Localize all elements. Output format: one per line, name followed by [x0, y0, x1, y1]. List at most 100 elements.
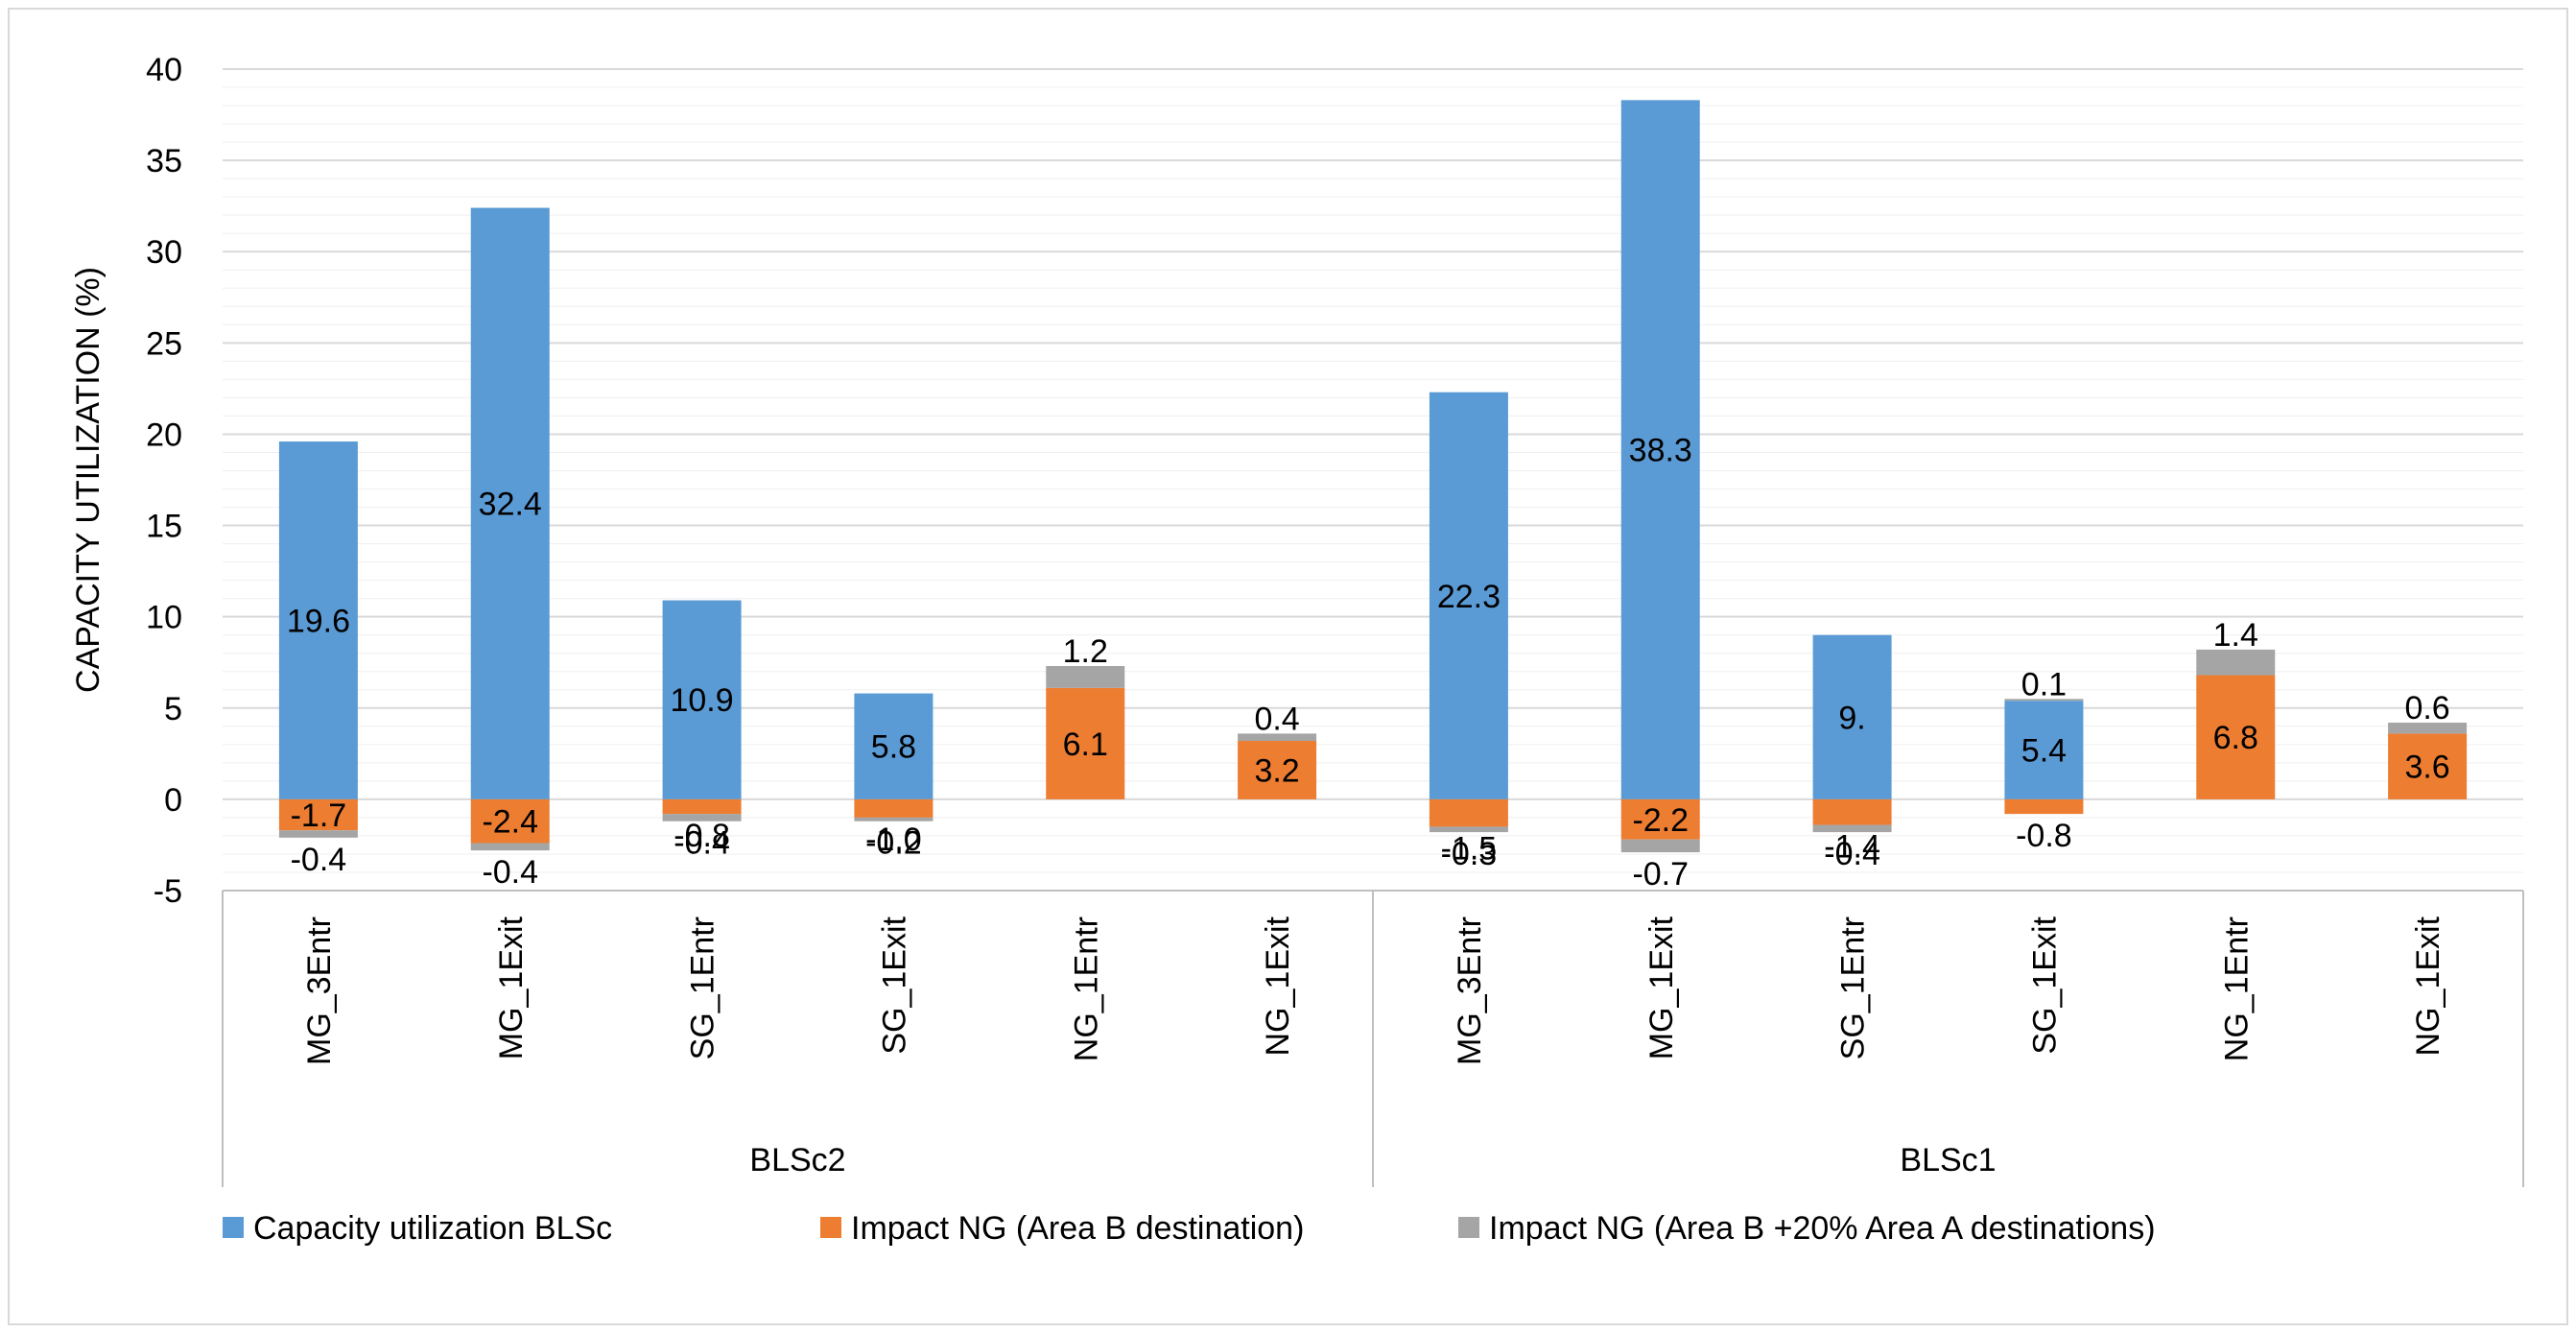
bar-segment — [1046, 687, 1125, 799]
data-label: -2.4 — [482, 804, 538, 841]
legend-swatch — [820, 1217, 841, 1238]
data-label: 1.2 — [1063, 633, 1108, 670]
y-tick-label: 5 — [164, 691, 182, 727]
legend-label: Impact NG (Area B destination) — [851, 1210, 1304, 1247]
bar-segment — [1620, 798, 1700, 840]
data-label: -0.4 — [1824, 836, 1880, 872]
bar-segment — [2388, 733, 2468, 799]
bar-segment — [1238, 741, 1317, 799]
data-labels: 19.6 32.4 10.9 5.8 22.3 38.3 9. 5.4 -1.7 -2.4 -0.8… — [287, 433, 2450, 893]
data-label: 22.3 — [1437, 579, 1501, 615]
data-label: -0.4 — [291, 842, 347, 878]
x-tick-label: SG_1Entr — [685, 916, 721, 1059]
bar-segment — [662, 798, 742, 815]
data-label: 38.3 — [1629, 433, 1692, 469]
y-tick-label: 10 — [146, 600, 182, 636]
x-tick-label: SG_1Entr — [1835, 916, 1872, 1059]
x-tick-label: NG_1Entr — [1068, 916, 1104, 1061]
data-label: -0.2 — [865, 825, 922, 862]
y-tick-label: 30 — [146, 234, 182, 271]
legend-swatch — [223, 1217, 244, 1238]
bar-segment — [1429, 392, 1508, 799]
data-label: 1.4 — [2213, 617, 2258, 654]
y-axis-title: CAPACITY UTILIZATION (%) — [70, 267, 106, 693]
x-tick-label: NG_1Exit — [2410, 916, 2446, 1056]
data-label: -0.3 — [1441, 836, 1498, 872]
y-tick-label: 25 — [146, 325, 182, 362]
bar-segment — [278, 441, 358, 799]
bar-segment — [1620, 839, 1700, 853]
x-tick-label: MG_1Exit — [1643, 916, 1680, 1059]
x-tick-label: NG_1Entr — [2218, 916, 2255, 1061]
data-label: 5.4 — [2021, 733, 2067, 770]
bar-segment — [278, 830, 358, 838]
bar-segment — [1812, 798, 1892, 825]
bar-segment — [470, 207, 550, 799]
data-label: -1.4 — [1824, 829, 1880, 866]
y-tick-label: 15 — [146, 509, 182, 545]
data-label: -1.5 — [1441, 830, 1498, 867]
bar-segment — [1429, 798, 1508, 827]
bar-segment — [2004, 699, 2084, 702]
chart-frame — [8, 8, 2568, 1325]
bar-segment — [854, 693, 934, 799]
y-tick-label: -5 — [154, 873, 182, 910]
data-label: 3.6 — [2404, 750, 2449, 786]
data-label: 0.1 — [2021, 666, 2067, 702]
data-label: 9. — [1838, 700, 1865, 736]
data-label: -0.4 — [674, 825, 730, 862]
bar-segment — [1238, 733, 1317, 742]
data-label: -0.8 — [674, 818, 730, 854]
legend-label: Capacity utilization BLSc — [253, 1210, 612, 1247]
bar-segment — [1620, 100, 1700, 799]
bar-segment — [2004, 701, 2084, 799]
data-label: -1.7 — [291, 797, 347, 834]
bar-segment — [662, 814, 742, 821]
bar-segment — [662, 600, 742, 799]
bar-segment — [278, 798, 358, 831]
gridlines — [223, 68, 2523, 892]
bar-segment — [470, 798, 550, 844]
data-label: -1.0 — [865, 821, 922, 858]
bar-segment — [2004, 798, 2084, 815]
bars — [278, 100, 2468, 853]
y-tick-label: 35 — [146, 143, 182, 179]
x-tick-label: NG_1Exit — [1260, 916, 1296, 1056]
data-label: 0.6 — [2404, 690, 2449, 726]
data-label: 3.2 — [1254, 752, 1299, 789]
data-label: 0.4 — [1254, 701, 1299, 737]
data-label: -2.2 — [1632, 802, 1689, 839]
bar-segment — [470, 843, 550, 851]
y-tick-label: 40 — [146, 52, 182, 88]
legend-label: Impact NG (Area B +20% Area A destinatio… — [1489, 1210, 2156, 1247]
data-label: -0.8 — [2016, 818, 2072, 854]
group-label: BLSc1 — [1900, 1142, 1996, 1178]
data-label: -0.7 — [1632, 856, 1689, 893]
group-label: BLSc2 — [749, 1142, 845, 1178]
data-label: 6.8 — [2213, 720, 2258, 756]
bar-segment — [1429, 826, 1508, 833]
x-tick-label: SG_1Exit — [2026, 916, 2063, 1054]
bar-segment — [1812, 824, 1892, 833]
bar-segment — [1812, 634, 1892, 799]
data-label: 19.6 — [287, 603, 350, 639]
bar-segment — [2196, 675, 2276, 799]
y-tick-label: 20 — [146, 417, 182, 453]
axes: -5 0 5 10 15 20 25 30 35 40 MG_3Entr MG_1Exit SG_1En… — [146, 52, 2524, 1187]
bar-segment — [1046, 666, 1125, 688]
data-label: 5.8 — [871, 729, 916, 766]
y-tick-label: 0 — [164, 782, 182, 819]
data-label: 32.4 — [479, 487, 542, 523]
data-label: 6.1 — [1063, 726, 1108, 763]
legend: Capacity utilization BLSc Impact NG (Area… — [223, 1210, 2156, 1247]
legend-swatch — [1458, 1217, 1479, 1238]
x-tick-label: MG_3Entr — [1452, 916, 1488, 1065]
bar-segment — [2196, 649, 2276, 676]
data-label: -0.4 — [482, 854, 538, 891]
bar-segment — [854, 817, 934, 821]
bar-segment — [2388, 722, 2468, 734]
x-tick-label: MG_3Entr — [301, 916, 338, 1065]
bar-segment — [854, 798, 934, 818]
data-label: 10.9 — [670, 682, 733, 719]
